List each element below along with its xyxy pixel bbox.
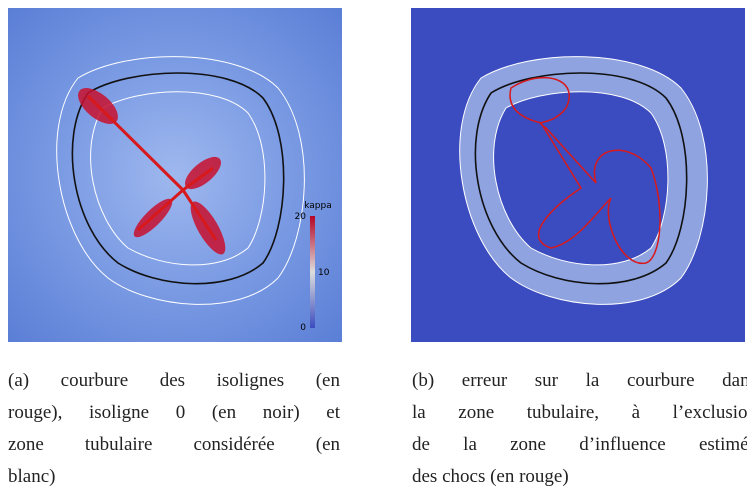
colorbar-title: kappa — [304, 201, 332, 211]
colorbar-tick: 10 — [318, 268, 330, 278]
caption-line: rouge), isoligne 0 (en noir) et — [8, 402, 340, 423]
colorbar-tick: 20 — [295, 212, 307, 222]
caption-b: (b) erreur sur la courbure dans la zone … — [412, 365, 747, 493]
colorbar — [310, 216, 315, 328]
caption-line: (b) erreur sur la courbure dans — [412, 370, 747, 391]
caption-line: zone tubulaire considérée (en — [8, 434, 340, 455]
caption-line: des chocs (en rouge) — [412, 466, 569, 487]
caption-line: (a) courbure des isolignes (en — [8, 370, 340, 391]
colorbar-tick: 0 — [300, 323, 306, 333]
caption-line: la zone tubulaire, à l’exclusion — [412, 402, 747, 423]
caption-a: (a) courbure des isolignes (en rouge), i… — [8, 365, 340, 493]
caption-line: blanc) — [8, 466, 56, 487]
figure-b — [411, 8, 745, 342]
caption-line: de la zone d’influence estimée — [412, 434, 747, 455]
figure-a: kappa 20 10 0 — [8, 8, 342, 342]
